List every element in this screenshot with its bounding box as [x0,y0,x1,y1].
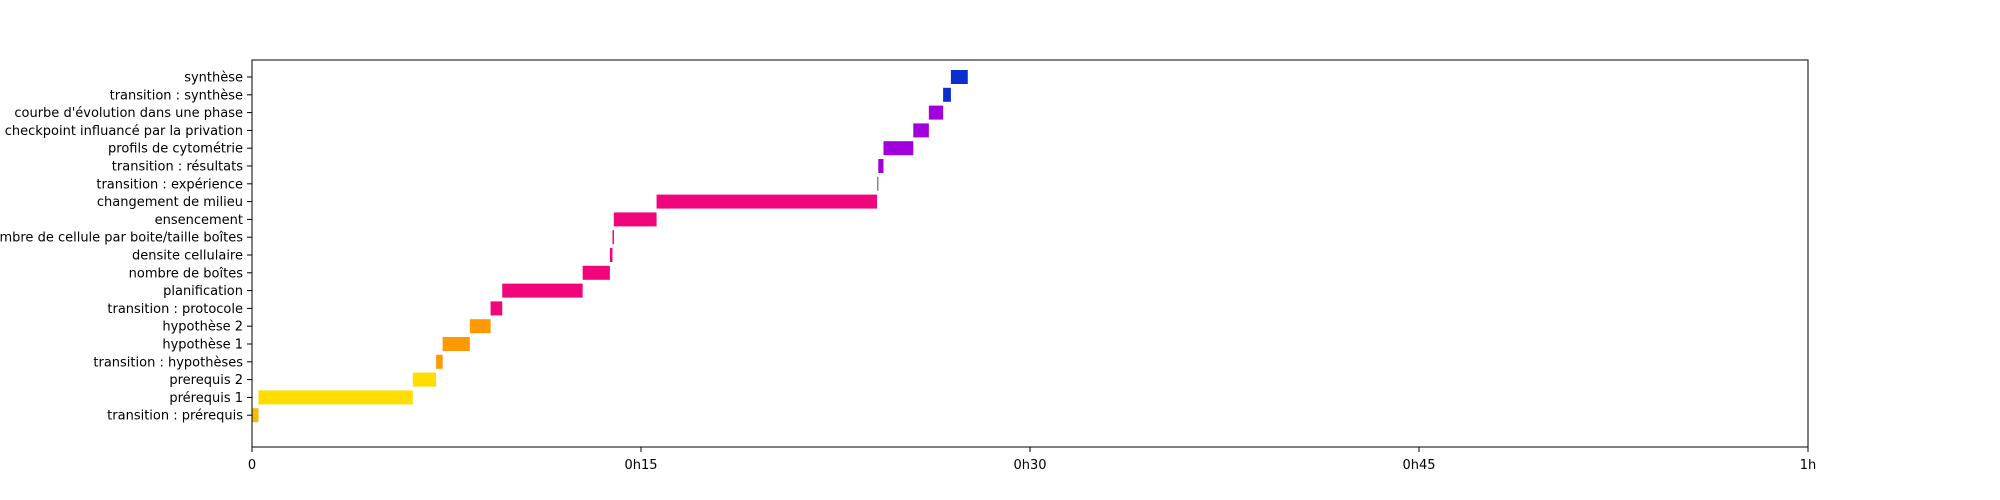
gantt-bar [502,283,583,298]
y-tick-label: prérequis 1 [169,391,243,406]
y-tick-label: hypothèse 2 [162,320,243,335]
y-tick-label: nombre de cellule par boite/taille boîte… [0,231,243,246]
y-tick-label: transition : expérience [96,177,243,192]
gantt-bar [436,354,443,369]
y-tick-label: synthèse [184,71,243,86]
y-tick-label: changement de milieu [97,195,243,210]
y-tick-label: transition : prérequis [107,409,243,424]
y-tick-label: prerequis 2 [169,373,243,388]
y-axis: transition : prérequis prérequis 1 prerequ… [0,71,252,424]
gantt-bar [878,159,884,173]
y-tick-label: checkpoint influancé par la privation [5,124,243,139]
gantt-bar [883,141,914,156]
y-tick-label: nombre de boîtes [129,266,244,281]
y-tick-label: hypothèse 1 [162,338,243,353]
y-tick-label: densite cellulaire [132,249,243,264]
y-tick-label: courbe d'évolution dans une phase [14,106,243,121]
x-tick-label: 0 [248,458,256,473]
gantt-bar [258,390,413,405]
x-tick-label: 0h30 [1013,458,1046,473]
gantt-bar [412,372,437,387]
gantt-bar [656,194,877,209]
gantt-bar [442,337,470,351]
gantt-bar [876,176,879,191]
bars-layer [252,70,968,423]
gantt-bar [252,408,259,423]
gantt-bar [582,265,610,280]
plot-frame [251,59,1809,448]
y-tick-label: transition : protocole [107,302,243,317]
gantt-bar [490,301,503,316]
y-tick-label: transition : hypothèses [93,355,243,370]
x-axis: 0 0h15 0h30 0h45 1h [248,447,1816,473]
y-tick-label: profils de cytométrie [108,142,243,157]
gantt-bar [469,319,491,334]
x-tick-label: 1h [1800,458,1817,473]
y-tick-label: ensencement [155,213,243,228]
gantt-bar [950,70,968,84]
gantt-bar [613,212,657,227]
gantt-bar [913,123,929,138]
y-tick-label: transition : résultats [112,160,243,175]
gantt-bar [928,105,944,120]
x-tick-label: 0h45 [1402,458,1435,473]
x-tick-label: 0h15 [624,458,657,473]
y-tick-label: transition : synthèse [110,88,243,103]
gantt-bar [609,248,613,262]
y-tick-label: planification [163,284,243,299]
gantt-bar [612,230,614,245]
gantt-bar [943,87,951,102]
